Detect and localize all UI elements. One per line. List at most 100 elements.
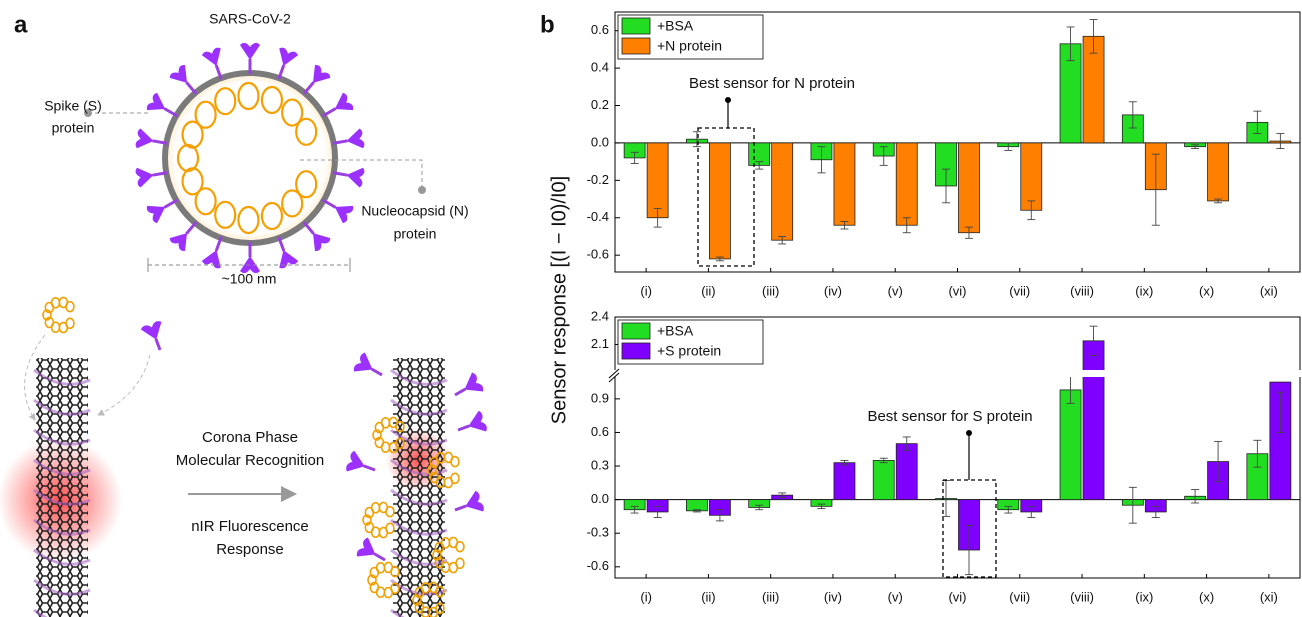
x-tick-label: (ix) [1135,283,1153,298]
y-tick-label: 0.3 [591,457,609,472]
spike [169,221,198,252]
error-bar [715,256,724,262]
y-tick-label: 0.0 [591,134,609,149]
error-bar [1253,110,1262,135]
bar [1269,381,1292,501]
helix-turn [33,518,91,536]
spike [240,42,260,74]
leader-dot [84,109,92,117]
error-bar [965,226,973,239]
helix-turn [33,458,91,476]
legend-swatch [621,322,651,340]
bar [1059,389,1082,501]
virus-title: SARS-CoV-2 [209,11,291,27]
spike-head [346,450,365,472]
error-bar [879,457,888,464]
helix-turn [33,368,91,386]
n-protein-icon [378,526,389,539]
n-protein-icon [364,521,375,534]
spike [332,167,365,188]
n-protein-icon [448,561,459,574]
s-protein-icon [140,321,162,351]
x-tick-label: (vii) [1009,589,1030,604]
n-protein-icon [455,540,465,553]
spike-head [140,321,162,340]
nucleocapsid-loop [181,120,204,149]
n-protein-icon [443,476,454,489]
spike-stem [454,504,467,512]
error-bar [1276,391,1285,433]
bar [1207,142,1229,202]
spike-head [346,128,365,149]
highlight-box [697,127,755,267]
panel-label: a [14,11,28,38]
spike [277,47,299,80]
error-bar [1089,19,1098,54]
nanotube [393,358,445,617]
n-protein-icon [42,309,52,321]
n-protein-icon [372,429,382,441]
spike-stem [454,387,467,397]
n-protein-icon [414,601,425,614]
helix-turn [33,488,91,506]
y-tick-label: -0.2 [587,172,609,187]
error-bar [1214,440,1223,483]
spike [240,242,260,274]
nucleocapsid-loop [214,87,237,116]
spike-stem [457,424,470,432]
bar [895,443,918,501]
spike-stem [163,107,179,118]
error-bar [1191,144,1200,149]
n-protein-icon [362,514,372,526]
spike-stem [214,64,223,80]
spike-head [334,205,354,224]
spike-stem [154,338,162,351]
error-bar [840,221,849,230]
spike-stem [302,81,315,95]
x-tick-label: (i) [640,589,652,604]
nucleocapsid-loop [295,170,318,199]
n-protein-icon [375,561,386,574]
arrow [24,334,46,421]
legend-swatch [621,37,651,55]
error-bar [902,436,911,451]
process-label: Corona Phase [202,429,298,446]
highlight-box [942,479,997,578]
y-tick-label: 0.4 [591,60,609,75]
nanotube [36,358,88,617]
bar [1082,340,1105,501]
spike-stem [185,81,198,95]
spike-stem [332,139,348,145]
legend-label: +BSA [657,323,694,339]
n-protein-icon [450,455,460,468]
x-tick-label: (x) [1199,589,1214,604]
error-bar [778,492,787,498]
error-bar [715,509,724,522]
y-tick-label: -0.3 [587,525,609,540]
error-bar [1089,325,1098,356]
x-tick-label: (i) [640,283,652,298]
arrow [97,354,151,416]
error-bar [1066,26,1075,62]
spike-stem [152,171,168,177]
spike-head [334,92,354,111]
x-tick-label: (x) [1199,283,1214,298]
error-bar [653,505,662,518]
legend-label: +N protein [657,38,722,54]
nucleocapsid-loop [237,205,260,235]
nucleocapsid-loop [260,85,284,115]
helix-turn [33,398,91,416]
y-tick-label: 0.9 [591,390,609,405]
annotation-dot [725,97,731,103]
error-bar [1214,198,1223,204]
n-protein-icon [395,420,405,433]
error-bar [630,505,639,514]
s-protein-icon [353,352,383,377]
helix-turn [390,488,448,506]
s-protein-icon [457,410,487,432]
nucleocapsid-loop [194,100,217,129]
n-protein-icon [65,300,75,313]
x-tick-label: (vii) [1009,283,1030,298]
n-protein-icon [429,471,440,484]
y-axis-label: Sensor response [(I − I0)/I0] [548,176,570,424]
